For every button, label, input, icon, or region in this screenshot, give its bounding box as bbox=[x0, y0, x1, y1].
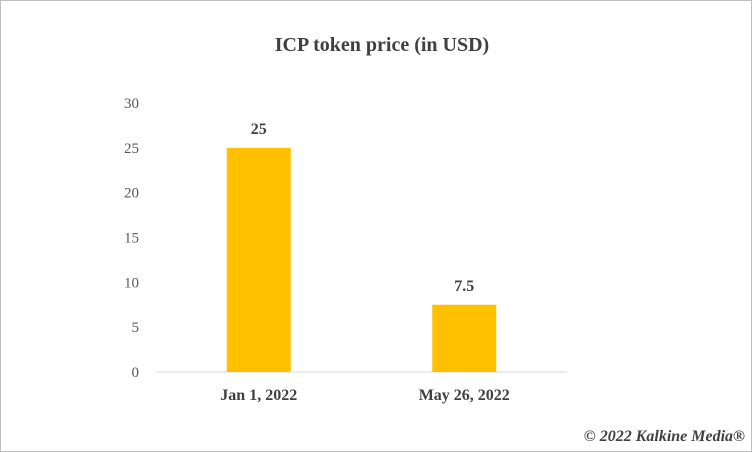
x-axis: Jan 1, 2022 May 26, 2022 bbox=[220, 387, 510, 404]
y-tick-label: 10 bbox=[124, 275, 139, 291]
copyright-credit: © 2022 Kalkine Media® bbox=[583, 428, 745, 445]
y-tick-label: 25 bbox=[124, 141, 139, 157]
y-tick-label: 30 bbox=[124, 96, 139, 112]
y-tick-label: 0 bbox=[132, 365, 140, 381]
data-labels: 257.5 bbox=[251, 121, 475, 295]
x-tick-label: Jan 1, 2022 bbox=[220, 387, 297, 404]
bars bbox=[226, 147, 497, 372]
chart-title: ICP token price (in USD) bbox=[275, 34, 489, 56]
data-label: 25 bbox=[251, 121, 267, 138]
bar bbox=[226, 147, 291, 372]
y-axis: 0 5 10 15 20 25 30 bbox=[124, 96, 139, 381]
bar bbox=[432, 304, 497, 372]
data-label: 7.5 bbox=[454, 278, 474, 295]
y-tick-label: 20 bbox=[124, 186, 139, 202]
y-tick-label: 15 bbox=[124, 231, 139, 247]
x-tick-label: May 26, 2022 bbox=[419, 387, 510, 404]
y-tick-label: 5 bbox=[132, 320, 140, 336]
